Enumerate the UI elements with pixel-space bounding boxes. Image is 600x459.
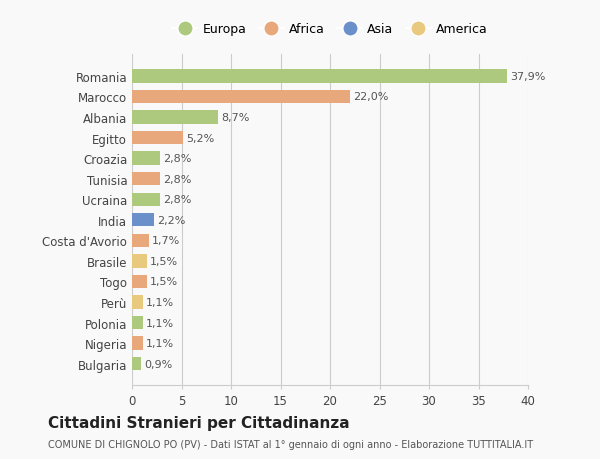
- Bar: [132, 337, 143, 350]
- Text: 1,5%: 1,5%: [150, 256, 178, 266]
- Bar: [132, 193, 160, 207]
- Text: 1,5%: 1,5%: [150, 277, 178, 287]
- Bar: [132, 316, 143, 330]
- Text: COMUNE DI CHIGNOLO PO (PV) - Dati ISTAT al 1° gennaio di ogni anno - Elaborazion: COMUNE DI CHIGNOLO PO (PV) - Dati ISTAT …: [48, 440, 533, 449]
- Text: Cittadini Stranieri per Cittadinanza: Cittadini Stranieri per Cittadinanza: [48, 415, 350, 430]
- Text: 5,2%: 5,2%: [187, 133, 215, 143]
- Bar: [132, 111, 218, 124]
- Text: 8,7%: 8,7%: [221, 113, 250, 123]
- Bar: [132, 234, 149, 247]
- Text: 2,2%: 2,2%: [157, 215, 185, 225]
- Bar: [132, 90, 350, 104]
- Bar: [132, 296, 143, 309]
- Text: 1,1%: 1,1%: [146, 297, 174, 308]
- Bar: [132, 173, 160, 186]
- Bar: [132, 213, 154, 227]
- Text: 22,0%: 22,0%: [353, 92, 388, 102]
- Text: 1,1%: 1,1%: [146, 338, 174, 348]
- Text: 2,8%: 2,8%: [163, 154, 191, 164]
- Text: 2,8%: 2,8%: [163, 174, 191, 185]
- Bar: [132, 70, 507, 84]
- Bar: [132, 132, 184, 145]
- Bar: [132, 275, 147, 289]
- Bar: [132, 255, 147, 268]
- Text: 37,9%: 37,9%: [510, 72, 545, 82]
- Text: 1,7%: 1,7%: [152, 236, 180, 246]
- Bar: [132, 357, 141, 370]
- Bar: [132, 152, 160, 165]
- Legend: Europa, Africa, Asia, America: Europa, Africa, Asia, America: [167, 18, 493, 41]
- Text: 0,9%: 0,9%: [144, 359, 172, 369]
- Text: 2,8%: 2,8%: [163, 195, 191, 205]
- Text: 1,1%: 1,1%: [146, 318, 174, 328]
